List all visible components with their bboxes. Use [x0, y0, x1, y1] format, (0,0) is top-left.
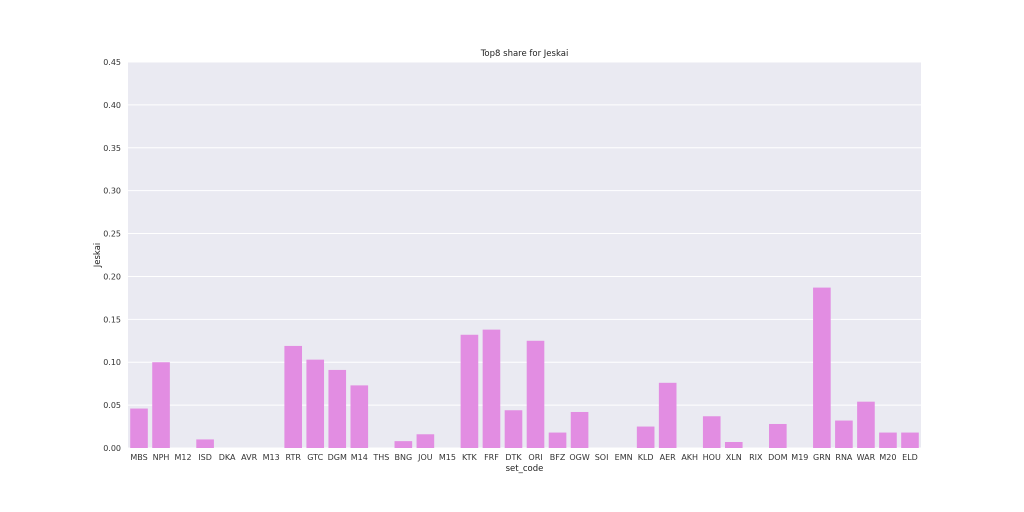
- y-tick-label: 0.25: [103, 230, 121, 239]
- x-tick-label: M19: [791, 453, 808, 462]
- bar-rtr: [284, 345, 303, 448]
- x-tick-label: KLD: [638, 453, 654, 462]
- x-tick-label: DKA: [219, 453, 236, 462]
- gridlines: [128, 61, 921, 449]
- x-tick-label: BNG: [395, 453, 413, 462]
- x-tick-label: THS: [372, 453, 389, 462]
- y-tick-label: 0.35: [103, 144, 121, 153]
- plot-area: [128, 62, 921, 448]
- bar-kld: [636, 426, 655, 448]
- y-tick-label: 0.45: [103, 58, 121, 67]
- bar-m14: [350, 385, 369, 448]
- y-tick-label: 0.15: [103, 315, 121, 324]
- x-tick-label: M13: [263, 453, 280, 462]
- chart-title: Top8 share for Jeskai: [480, 49, 569, 59]
- x-axis-title: set_code: [506, 464, 544, 474]
- bar-m20: [879, 432, 897, 448]
- x-tick-label: RIX: [749, 453, 763, 462]
- x-tick-label: DGM: [328, 453, 347, 462]
- y-tick-labels: 0.00 0.05 0.10 0.15 0.20 0.25 0.30 0.35 0.40 0.45: [103, 58, 121, 453]
- bar-rna: [835, 420, 853, 448]
- y-axis-title: Jeskai: [93, 243, 103, 269]
- bar-mbs: [130, 408, 148, 448]
- bar-frf: [482, 329, 501, 448]
- x-tick-label: AER: [660, 453, 677, 462]
- x-tick-label: HOU: [703, 453, 721, 462]
- bar-isd: [196, 439, 214, 448]
- x-tick-label: KTK: [462, 453, 478, 462]
- bar-dgm: [328, 369, 347, 448]
- bar-war: [857, 401, 875, 448]
- x-tick-label: ORI: [528, 453, 542, 462]
- x-tick-label: ELD: [902, 453, 918, 462]
- x-tick-label: OGW: [569, 453, 589, 462]
- bar-bng: [394, 441, 413, 448]
- x-tick-label: WAR: [857, 453, 876, 462]
- x-tick-label: RTR: [285, 453, 301, 462]
- bar-bfz: [548, 432, 567, 448]
- x-tick-label: MBS: [130, 453, 147, 462]
- bar-ogw: [570, 411, 589, 448]
- bar-grn: [813, 287, 831, 448]
- x-tick-label: M12: [175, 453, 192, 462]
- bar-dom: [769, 423, 787, 448]
- x-tick-label: M15: [439, 453, 456, 462]
- x-tick-label: GRN: [813, 453, 831, 462]
- y-tick-label: 0.40: [103, 101, 121, 110]
- x-tick-label: EMN: [615, 453, 633, 462]
- bar-eld: [901, 432, 919, 448]
- y-tick-label: 0.10: [103, 358, 121, 367]
- bar-xln: [724, 441, 743, 448]
- x-tick-labels: MBS NPH M12 ISD DKA AVR M13 RTR GTC DGM M14 THS BNG J…: [130, 453, 917, 462]
- x-tick-label: SOI: [595, 453, 609, 462]
- bar-jou: [416, 434, 435, 448]
- x-tick-label: M20: [879, 453, 896, 462]
- x-tick-label: FRF: [484, 453, 499, 462]
- y-tick-label: 0.30: [103, 187, 121, 196]
- bar-ktk: [460, 334, 479, 448]
- x-tick-label: AVR: [241, 453, 257, 462]
- x-tick-label: ISD: [198, 453, 212, 462]
- x-tick-label: NPH: [153, 453, 170, 462]
- y-tick-label: 0.05: [103, 401, 121, 410]
- bar-dtk: [504, 410, 523, 448]
- x-tick-label: M14: [351, 453, 368, 462]
- x-tick-label: BFZ: [550, 453, 566, 462]
- x-tick-label: AKH: [681, 453, 698, 462]
- y-tick-label: 0.00: [103, 444, 121, 453]
- bar-gtc: [306, 359, 325, 448]
- x-tick-label: DOM: [768, 453, 787, 462]
- bar-aer: [658, 382, 677, 448]
- x-tick-label: DTK: [505, 453, 522, 462]
- bars: [130, 287, 919, 448]
- bar-ori: [526, 340, 545, 448]
- x-tick-label: GTC: [307, 453, 323, 462]
- y-tick-label: 0.20: [103, 272, 121, 281]
- x-tick-label: XLN: [726, 453, 742, 462]
- x-tick-label: JOU: [417, 453, 433, 462]
- bar-hou: [702, 416, 721, 448]
- bar-nph: [152, 362, 170, 448]
- x-tick-label: RNA: [835, 453, 853, 462]
